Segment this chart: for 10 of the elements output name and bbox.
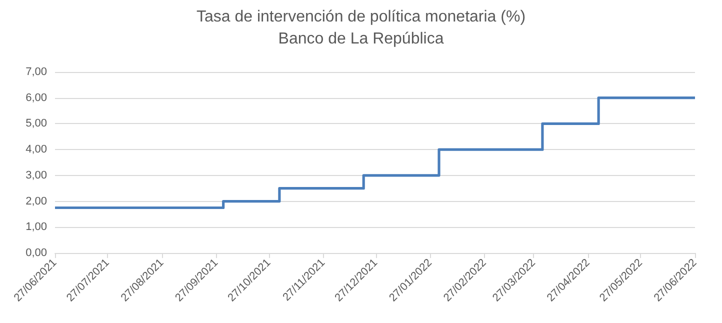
chart-title: Tasa de intervención de política monetaria (%) (196, 8, 526, 26)
y-tick-label: 3,00 (26, 169, 47, 182)
y-tick-label: 2,00 (26, 195, 47, 208)
chart-subtitle: Banco de La República (278, 30, 444, 48)
y-tick-label: 5,00 (26, 118, 47, 130)
y-tick-label: 4,00 (26, 144, 47, 156)
y-tick-label: 7,00 (26, 66, 47, 78)
y-tick-label: 0,00 (26, 247, 47, 259)
y-tick-label: 6,00 (26, 92, 47, 104)
y-tick-label: 1,00 (26, 221, 47, 234)
